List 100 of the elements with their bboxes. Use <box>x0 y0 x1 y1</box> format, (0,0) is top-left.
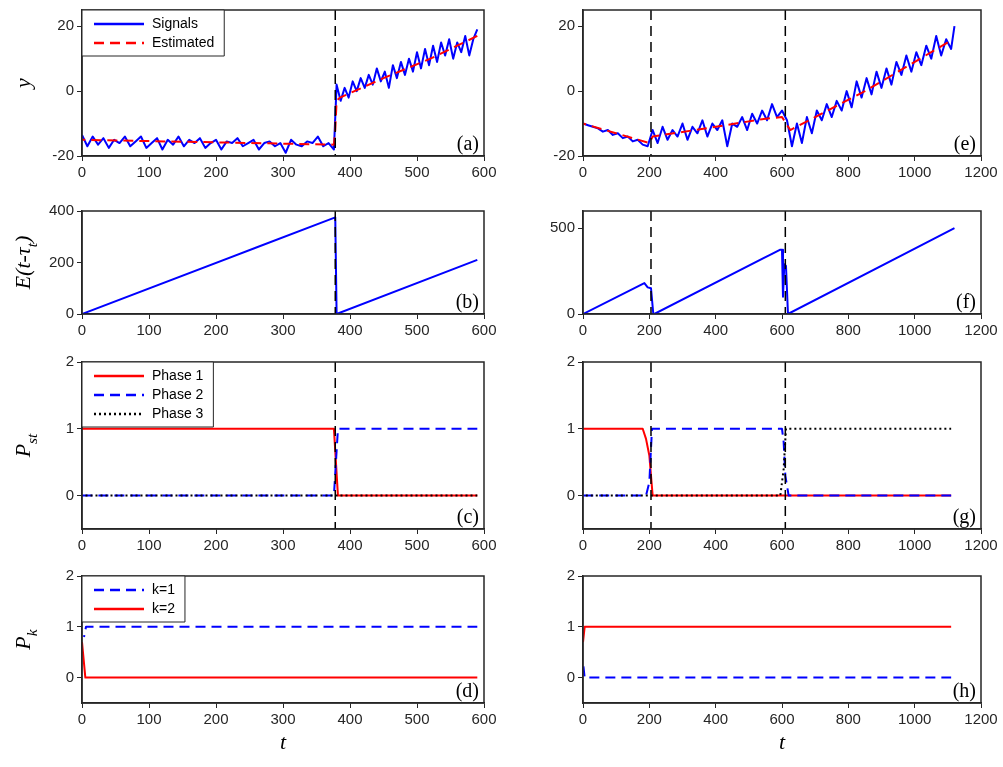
x-tick-label: 0 <box>77 321 87 339</box>
annotation: (d) <box>455 679 479 702</box>
annotation: (c) <box>456 505 479 528</box>
y-tick-label: 0 <box>65 485 74 503</box>
x-tick-label: 300 <box>270 536 296 554</box>
x-tick-label: 200 <box>636 321 662 339</box>
x-tick-label: 800 <box>835 710 861 728</box>
x-tick-label: 400 <box>337 710 363 728</box>
y-tick-label: 2 <box>566 352 575 370</box>
y-tick-label: -20 <box>52 146 74 164</box>
x-tick-label: 200 <box>636 163 662 181</box>
annotation: (f) <box>956 290 976 313</box>
x-tick-label: 200 <box>636 710 662 728</box>
x-tick-label: 200 <box>203 163 229 181</box>
y-tick-label: 0 <box>566 485 575 503</box>
x-tick-label: 500 <box>404 536 430 554</box>
x-tick-label: 100 <box>136 321 162 339</box>
x-tick-label: 600 <box>769 536 795 554</box>
y-tick-label: 0 <box>566 81 575 99</box>
legend-label: Phase 2 <box>152 385 204 402</box>
x-tick-label: 1200 <box>964 536 998 554</box>
x-tick-label: 200 <box>636 536 662 554</box>
x-tick-label: 600 <box>471 321 497 339</box>
y-tick-label: 0 <box>566 667 575 685</box>
annotation: (g) <box>952 505 976 528</box>
x-tick-label: 600 <box>769 163 795 181</box>
x-tick-label: 400 <box>337 321 363 339</box>
y-tick-label: 20 <box>558 16 575 34</box>
y-tick-label: 2 <box>65 352 74 370</box>
y-tick-label: 1 <box>65 418 74 436</box>
x-tick-label: 100 <box>136 163 162 181</box>
x-tick-label: 400 <box>703 710 729 728</box>
y-tick-label: 0 <box>65 304 74 322</box>
y-tick-label: 0 <box>65 667 74 685</box>
x-tick-label: 0 <box>578 163 588 181</box>
x-tick-label: 800 <box>835 321 861 339</box>
y-tick-label: 20 <box>57 16 74 34</box>
x-tick-label: 800 <box>835 536 861 554</box>
x-tick-label: 0 <box>77 710 87 728</box>
y-axis-title: E(t-τt) <box>10 235 40 291</box>
x-axis-title: t <box>279 729 287 754</box>
y-tick-label: 1 <box>566 616 575 634</box>
y-tick-label: 1 <box>566 418 575 436</box>
x-tick-label: 400 <box>337 163 363 181</box>
annotation: (h) <box>952 679 976 702</box>
legend-label: Phase 1 <box>152 366 204 383</box>
legend-label: Signals <box>152 14 198 31</box>
annotation: (a) <box>456 132 479 155</box>
y-tick-label: 1 <box>65 616 74 634</box>
x-tick-label: 300 <box>270 163 296 181</box>
x-tick-label: 400 <box>703 321 729 339</box>
x-tick-label: 0 <box>578 321 588 339</box>
y-tick-label: 0 <box>566 304 575 322</box>
y-axis-title: Pst <box>10 432 40 459</box>
x-tick-label: 300 <box>270 321 296 339</box>
legend-label: Phase 3 <box>152 404 204 421</box>
x-tick-label: 600 <box>471 536 497 554</box>
x-tick-label: 500 <box>404 321 430 339</box>
x-tick-label: 600 <box>769 710 795 728</box>
x-tick-label: 1000 <box>897 163 932 181</box>
x-tick-label: 300 <box>270 710 296 728</box>
annotation: (b) <box>455 290 479 313</box>
y-tick-label: 500 <box>549 218 575 236</box>
x-tick-label: 800 <box>835 163 861 181</box>
x-tick-label: 500 <box>404 163 430 181</box>
x-tick-label: 400 <box>703 163 729 181</box>
x-tick-label: 1000 <box>897 321 932 339</box>
legend-label: Estimated <box>152 33 215 50</box>
y-tick-label: 0 <box>65 81 74 99</box>
y-tick-label: 200 <box>48 252 74 270</box>
x-tick-label: 200 <box>203 321 229 339</box>
y-tick-label: 2 <box>566 566 575 584</box>
annotation: (e) <box>953 132 976 155</box>
x-tick-label: 100 <box>136 710 162 728</box>
y-axis-title: y <box>10 77 35 90</box>
y-tick-label: 2 <box>65 566 74 584</box>
legend-label: k=2 <box>152 599 176 616</box>
x-tick-label: 500 <box>404 710 430 728</box>
y-tick-label: 400 <box>48 201 74 219</box>
x-tick-label: 0 <box>578 710 588 728</box>
x-tick-label: 200 <box>203 536 229 554</box>
x-tick-label: 100 <box>136 536 162 554</box>
y-axis-title: Pk <box>10 628 40 651</box>
x-tick-label: 1000 <box>897 710 932 728</box>
legend-label: k=1 <box>152 580 176 597</box>
x-axis-title: t <box>778 729 786 754</box>
x-tick-label: 400 <box>337 536 363 554</box>
x-tick-label: 0 <box>77 163 87 181</box>
x-tick-label: 0 <box>77 536 87 554</box>
x-tick-label: 1200 <box>964 710 998 728</box>
x-tick-label: 600 <box>769 321 795 339</box>
x-tick-label: 600 <box>471 163 497 181</box>
x-tick-label: 1200 <box>964 321 998 339</box>
x-tick-label: 200 <box>203 710 229 728</box>
x-tick-label: 0 <box>578 536 588 554</box>
x-tick-label: 400 <box>703 536 729 554</box>
y-tick-label: -20 <box>553 146 575 164</box>
x-tick-label: 1000 <box>897 536 932 554</box>
x-tick-label: 600 <box>471 710 497 728</box>
x-tick-label: 1200 <box>964 163 998 181</box>
